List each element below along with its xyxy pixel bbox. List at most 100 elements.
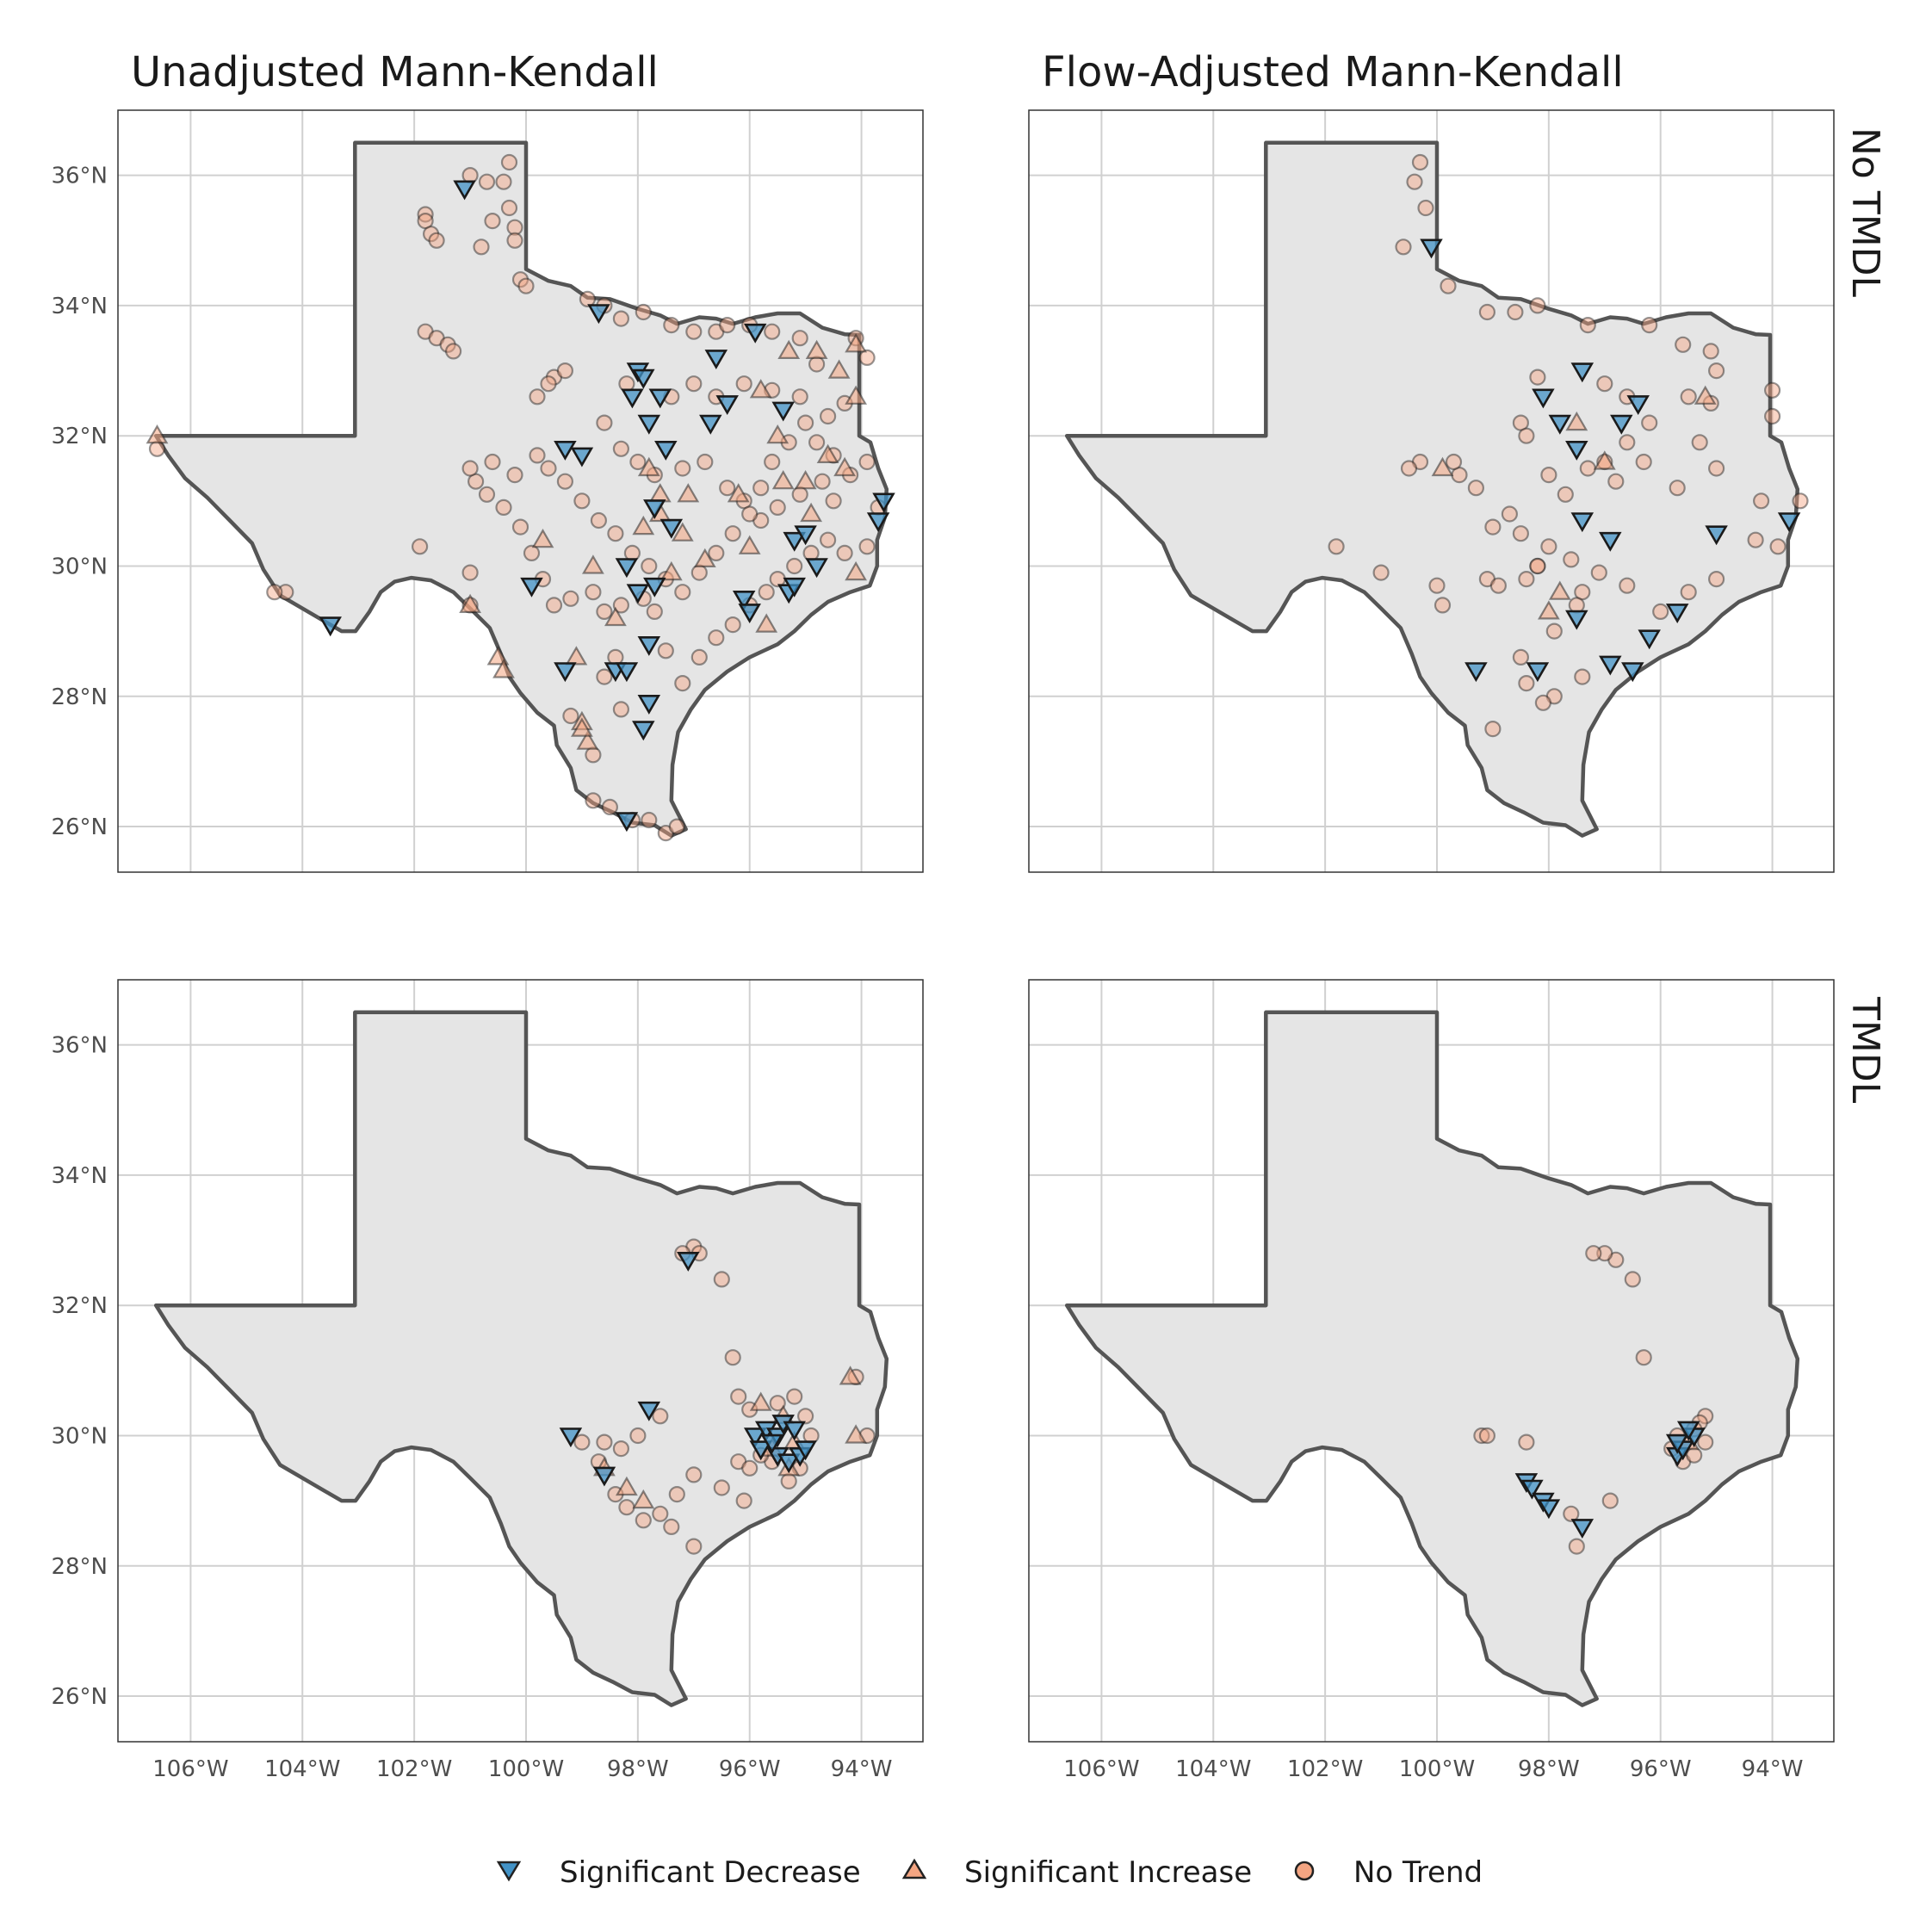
site-significant-decrease-point: [1526, 662, 1550, 683]
site-no-trend-point: [764, 453, 781, 471]
site-no-trend-point: [1624, 1271, 1641, 1288]
site-no-trend-point: [1641, 414, 1658, 431]
site-no-trend-point: [1707, 570, 1725, 588]
site-no-trend-point: [708, 323, 725, 340]
site-no-trend-point: [428, 232, 445, 249]
site-no-trend-point: [836, 544, 853, 562]
site-no-trend-point: [461, 564, 479, 581]
site-no-trend-point: [796, 1408, 814, 1425]
site-no-trend-point: [573, 1434, 591, 1451]
site-no-trend-point: [1545, 622, 1563, 640]
site-no-trend-point: [1697, 1408, 1714, 1425]
site-no-trend-point: [764, 323, 781, 340]
site-significant-decrease-point: [866, 512, 890, 533]
site-significant-decrease-point: [1599, 531, 1622, 552]
site-significant-decrease-point: [805, 558, 828, 579]
site-no-trend-point: [1467, 480, 1485, 497]
site-no-trend-point: [708, 629, 725, 647]
site-no-trend-point: [1540, 466, 1557, 484]
site-significant-decrease-point: [659, 518, 684, 539]
site-significant-decrease-point: [771, 401, 795, 422]
site-no-trend-point: [585, 584, 602, 601]
site-no-trend-point: [417, 323, 434, 340]
texas-state-outline: [153, 140, 889, 838]
site-no-trend-point: [1489, 577, 1508, 594]
site-no-trend-point: [1568, 1538, 1585, 1555]
site-significant-decrease-point: [872, 492, 895, 513]
site-no-trend-point: [858, 538, 876, 555]
site-no-trend-point: [612, 1440, 630, 1458]
site-no-trend-point: [1478, 303, 1496, 321]
site-significant-increase-point: [531, 529, 554, 548]
site-no-trend-point: [1411, 153, 1429, 171]
site-no-trend-point: [1328, 538, 1345, 555]
site-significant-increase-point: [1537, 600, 1560, 620]
site-no-trend-point: [1641, 317, 1658, 334]
site-significant-decrease-point: [699, 414, 722, 435]
site-no-trend-point: [417, 206, 434, 223]
site-no-trend-point: [796, 414, 814, 431]
site-no-trend-point: [612, 440, 630, 457]
site-no-trend-point: [1478, 1427, 1496, 1445]
site-no-trend-point: [579, 290, 597, 307]
site-significant-increase-point: [576, 730, 599, 750]
y-tick-label: 34°N: [51, 294, 108, 319]
site-no-trend-point: [769, 1395, 786, 1412]
site-no-trend-point: [1764, 407, 1781, 425]
y-tick-label: 32°N: [51, 1293, 108, 1319]
site-no-trend-point: [1563, 551, 1580, 568]
site-no-trend-point: [1686, 1446, 1703, 1464]
site-no-trend-point: [412, 538, 429, 555]
panel-border: [117, 109, 924, 873]
map-panel-flow-adjusted-no-tmdl: [1028, 109, 1835, 873]
site-significant-increase-point: [845, 333, 868, 353]
site-no-trend-point: [708, 544, 725, 562]
site-significant-decrease-point: [587, 304, 610, 325]
map-panel-unadjusted-tmdl: [117, 979, 924, 1743]
site-significant-decrease-point: [1537, 1499, 1561, 1520]
site-significant-decrease-point: [1705, 525, 1728, 546]
site-no-trend-point: [690, 648, 708, 666]
site-significant-decrease-point: [1548, 414, 1572, 435]
site-no-trend-point: [1590, 564, 1607, 581]
texas-state-outline: [1064, 1010, 1800, 1707]
site-no-trend-point: [1635, 453, 1652, 471]
panel-border: [117, 979, 924, 1743]
site-no-trend-point: [741, 1459, 759, 1477]
legend-increase-label: Significant Increase: [964, 1855, 1252, 1890]
site-no-trend-point: [674, 584, 691, 601]
site-no-trend-point: [808, 434, 826, 451]
site-no-trend-point: [1574, 668, 1591, 685]
site-significant-decrease-point: [743, 323, 767, 344]
site-no-trend-point: [1619, 577, 1636, 594]
site-significant-decrease-point: [783, 1421, 806, 1441]
site-no-trend-point: [1764, 381, 1781, 399]
site-no-trend-point: [724, 1349, 741, 1366]
x-tick-label: 102°W: [376, 1756, 452, 1782]
site-no-trend-point: [1680, 388, 1697, 406]
site-significant-decrease-point: [794, 525, 817, 546]
site-no-trend-point: [1445, 453, 1463, 471]
site-no-trend-point: [730, 1453, 747, 1471]
site-significant-decrease-point: [453, 180, 476, 201]
site-significant-increase-point: [749, 379, 772, 399]
site-no-trend-point: [1557, 486, 1574, 503]
site-no-trend-point: [1411, 453, 1429, 471]
site-significant-increase-point: [1593, 450, 1616, 470]
site-no-trend-point: [713, 1271, 730, 1288]
site-significant-decrease-point: [1626, 395, 1650, 415]
site-significant-decrease-point: [743, 1427, 767, 1448]
site-significant-decrease-point: [621, 388, 644, 409]
site-no-trend-point: [1574, 584, 1591, 601]
site-significant-decrease-point: [1570, 512, 1595, 533]
site-significant-decrease-point: [632, 368, 655, 389]
site-no-trend-point: [1585, 1245, 1602, 1262]
site-significant-decrease-point: [632, 721, 655, 741]
site-no-trend-point: [1545, 688, 1563, 705]
site-significant-decrease-point: [732, 590, 756, 610]
site-no-trend-point: [724, 525, 741, 542]
site-significant-increase-point: [738, 535, 761, 554]
row-title-tmdl: TMDL: [1843, 996, 1887, 1104]
site-no-trend-point: [786, 1388, 803, 1405]
y-tick-label: 30°N: [51, 554, 108, 579]
